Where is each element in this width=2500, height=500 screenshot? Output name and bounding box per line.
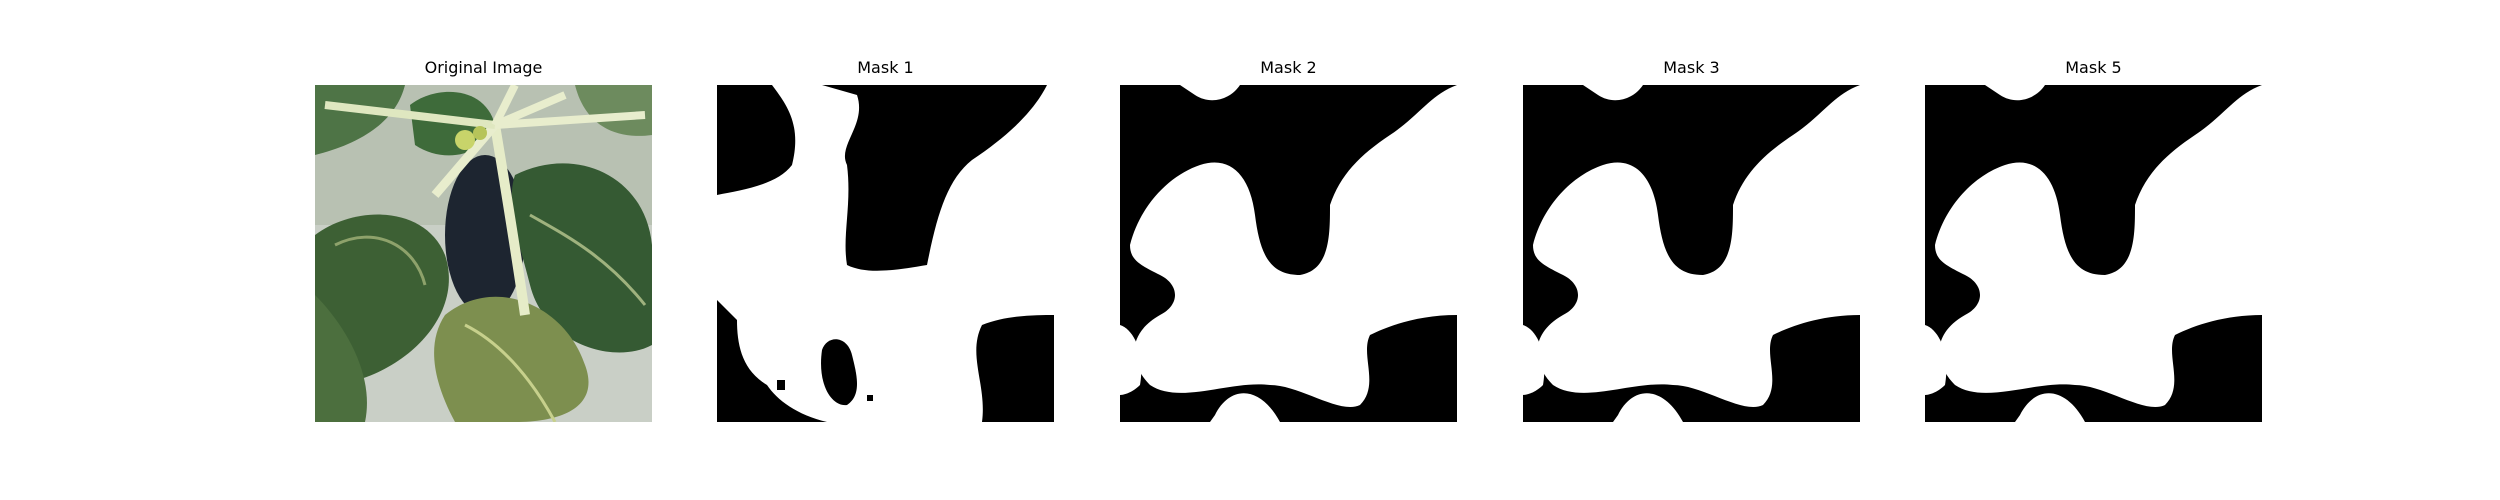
mask-2 — [1120, 85, 1457, 422]
panel-title-mask-1: Mask 1 — [857, 58, 914, 77]
mask-5-image — [1925, 85, 2262, 422]
mask-3-image — [1523, 85, 1860, 422]
panel-title-mask-5: Mask 5 — [2065, 58, 2122, 77]
mask-3 — [1523, 85, 1860, 422]
panel-title-original: Original Image — [424, 58, 543, 77]
panel-title-mask-2: Mask 2 — [1260, 58, 1317, 77]
mask-1 — [717, 85, 1054, 422]
mask-2-image — [1120, 85, 1457, 422]
plant-photo — [315, 85, 652, 422]
panel-title-mask-3: Mask 3 — [1663, 58, 1720, 77]
mask-1-image — [717, 85, 1054, 422]
mask-5 — [1925, 85, 2262, 422]
original-image — [315, 85, 652, 422]
